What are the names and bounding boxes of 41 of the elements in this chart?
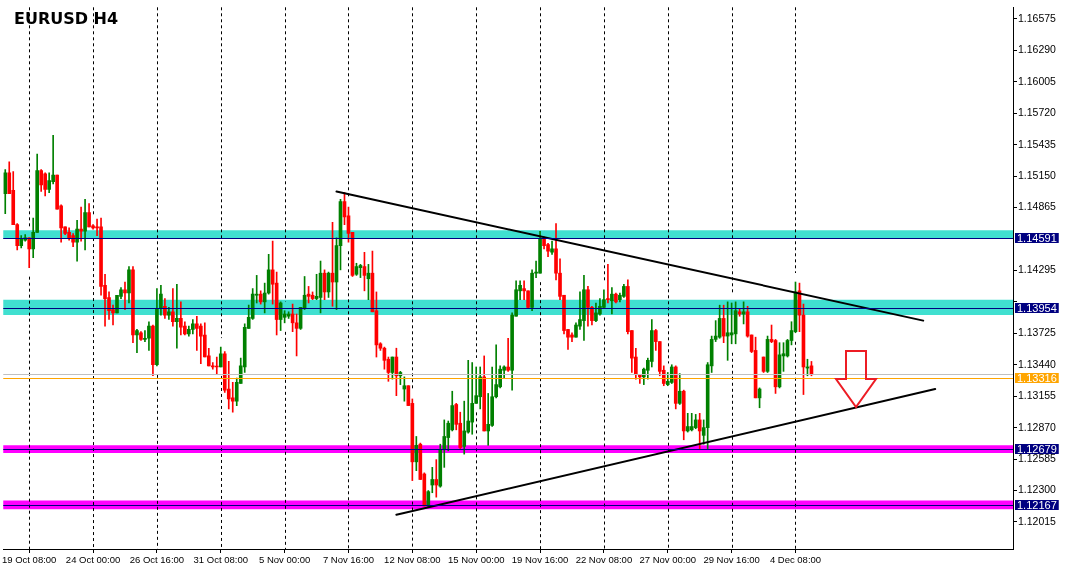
candlestick: [175, 283, 179, 349]
y-tick-label: 1.12300: [1018, 483, 1057, 496]
ref-line-label: 1.13954: [1017, 301, 1057, 314]
candlestick: [79, 206, 83, 242]
candlestick: [689, 412, 694, 432]
candlestick: [123, 281, 127, 310]
y-tick-label: 1.13440: [1018, 357, 1057, 370]
x-tick-label: 29 Nov 16:00: [703, 554, 760, 566]
x-tick-label: 26 Oct 16:00: [129, 554, 185, 566]
x-tick-label: 27 Nov 00:00: [639, 554, 697, 566]
y-tick-label: 1.15150: [1018, 168, 1057, 181]
candlestick: [434, 459, 439, 498]
y-tick-label: 1.12870: [1018, 420, 1057, 433]
x-tick-label: 12 Nov 08:00: [384, 554, 441, 566]
ref-line-label: 1.14591: [1017, 231, 1057, 244]
candlestick: [135, 329, 139, 353]
x-tick-label: 24 Oct 00:00: [65, 554, 121, 566]
ref-line-label: 1.13316: [1017, 371, 1057, 384]
candlestick: [506, 337, 510, 372]
x-tick-label: 15 Nov 00:00: [447, 554, 505, 566]
chart-title: EURUSD H4: [14, 9, 119, 28]
y-tick-label: 1.16005: [1018, 74, 1057, 87]
x-tick-label: 22 Nov 08:00: [575, 554, 633, 566]
y-tick-label: 1.16290: [1018, 43, 1057, 56]
y-tick-label: 1.12015: [1018, 514, 1057, 527]
y-tick-label: 1.14295: [1018, 263, 1057, 276]
y-tick-label: 1.15720: [1018, 106, 1057, 119]
x-tick-label: 7 Nov 16:00: [322, 554, 375, 566]
x-tick-label: 19 Nov 16:00: [511, 554, 569, 566]
y-tick-label: 1.15435: [1018, 137, 1057, 150]
x-tick-label: 4 Dec 08:00: [769, 554, 822, 566]
x-tick-label: 31 Oct 08:00: [193, 554, 248, 566]
ref-line-label: 1.12167: [1017, 498, 1057, 511]
y-tick-label: 1.13725: [1018, 326, 1057, 339]
candlestick: [606, 264, 610, 304]
x-tick-label: 5 Nov 00:00: [259, 554, 311, 566]
x-tick-label: 19 Oct 08:00: [2, 554, 57, 566]
y-tick-label: 1.16575: [1018, 11, 1057, 24]
y-tick-label: 1.13155: [1018, 389, 1057, 402]
ref-line-label: 1.12679: [1017, 442, 1057, 455]
y-tick-label: 1.14865: [1018, 200, 1057, 213]
